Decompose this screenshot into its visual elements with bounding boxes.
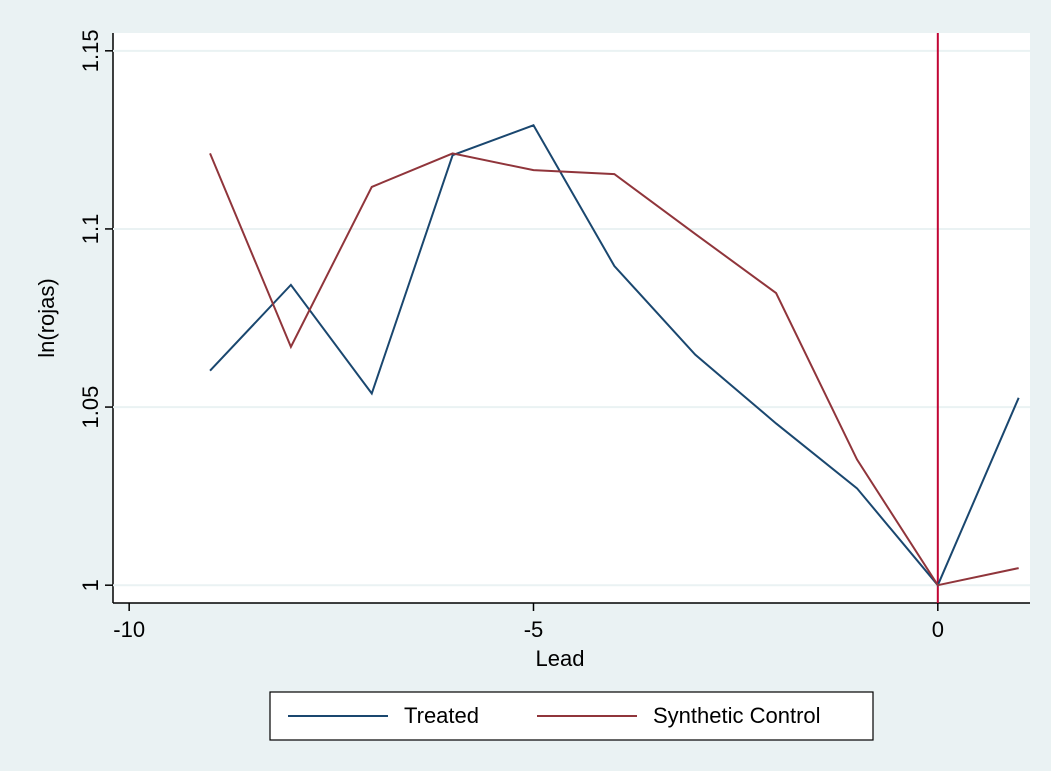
plot-area	[113, 33, 1030, 603]
y-tick-label: 1.15	[78, 29, 103, 72]
x-axis-title: Lead	[536, 646, 585, 671]
y-tick-label: 1	[78, 579, 103, 591]
y-tick-label: 1.1	[78, 214, 103, 245]
y-axis-title: ln(rojas)	[34, 278, 59, 357]
x-tick-label: 0	[932, 617, 944, 642]
x-tick-label: -10	[113, 617, 145, 642]
legend-label: Synthetic Control	[653, 703, 821, 728]
legend-label: Treated	[404, 703, 479, 728]
chart: ln(rojas) Lead 1 1.05 1.1 1.15 -10 -5 0 Treated…	[0, 0, 1051, 771]
x-tick-label: -5	[524, 617, 544, 642]
y-tick-label: 1.05	[78, 386, 103, 429]
